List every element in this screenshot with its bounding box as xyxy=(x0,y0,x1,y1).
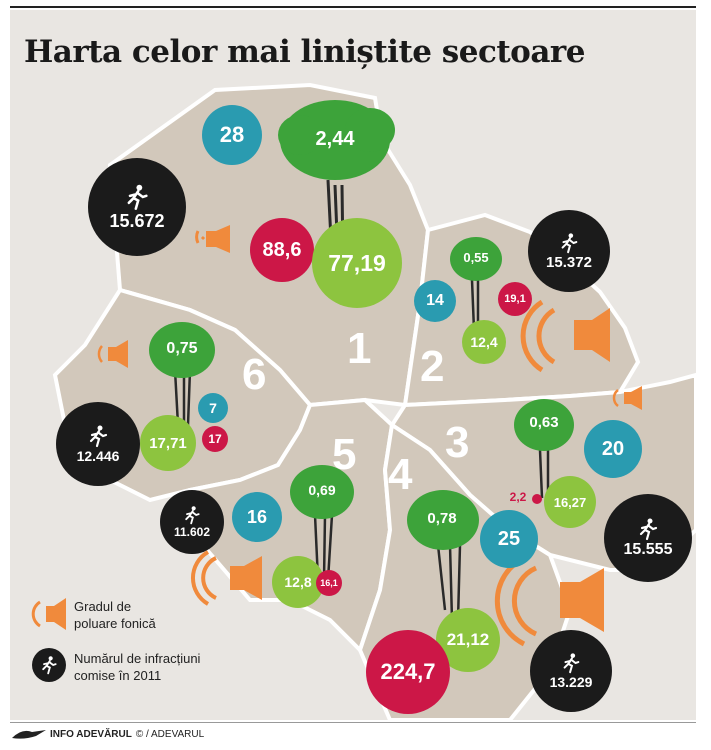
red-value-sector-3: 2,2 xyxy=(509,490,527,504)
green-circle-sector-3: 16,27 xyxy=(544,476,596,528)
speaker-icon xyxy=(97,340,128,368)
sector-number-5: 5 xyxy=(332,430,357,479)
teal-circle-sector-2: 14 xyxy=(414,280,456,322)
teal-circle-sector-5: 16 xyxy=(232,492,282,542)
crime-value: 12.446 xyxy=(76,448,120,464)
crime-circle-sector-2: 15.372 xyxy=(528,210,610,292)
legend-crime-label: Numărul de infracțiuni comise în 2011 xyxy=(74,650,200,684)
speaker-icon xyxy=(190,550,262,606)
red-circle-sector-2: 19,1 xyxy=(498,282,532,316)
footer-brand: INFO ADEVĂRUL xyxy=(50,728,132,740)
tree-icon xyxy=(407,490,479,621)
crime-value: 15.372 xyxy=(546,253,592,271)
footer: INFO ADEVĂRUL © / ADEVARUL xyxy=(12,728,204,740)
red-circle-sector-6: 17 xyxy=(202,426,228,452)
top-rule xyxy=(10,6,696,8)
eagle-logo-icon xyxy=(12,730,46,739)
legend-crime-line2: comise în 2011 xyxy=(74,668,162,683)
tree-value-sector-4: 0,78 xyxy=(427,510,457,527)
green-circle-sector-5: 12,8 xyxy=(272,556,324,608)
runner-icon xyxy=(561,232,578,253)
legend-crime-icon xyxy=(32,648,66,682)
legend-noise-label: Gradul de poluare fonică xyxy=(74,598,156,632)
crime-value: 13.229 xyxy=(549,674,593,690)
speaker-icon xyxy=(520,299,610,373)
tree-icon xyxy=(290,465,354,581)
tree-value-sector-5: 0,69 xyxy=(308,482,336,498)
crime-circle-sector-1: 15.672 xyxy=(88,158,186,256)
red-circle-sector-1: 88,6 xyxy=(250,218,314,282)
green-circle-sector-2: 12,4 xyxy=(462,320,506,364)
legend-speaker-icon xyxy=(31,598,66,630)
sector-number-4: 4 xyxy=(388,450,413,499)
runner-icon xyxy=(127,184,148,210)
teal-circle-sector-3: 20 xyxy=(584,420,642,478)
tree-value-sector-2: 0,55 xyxy=(463,250,489,265)
teal-circle-sector-6: 7 xyxy=(198,393,228,423)
green-circle-sector-1: 77,19 xyxy=(312,218,402,308)
bottom-rule xyxy=(10,722,696,723)
runner-icon xyxy=(639,518,658,541)
crime-circle-sector-3: 15.555 xyxy=(604,494,692,582)
sector-number-1: 1 xyxy=(347,324,372,373)
footer-credit: © / ADEVARUL xyxy=(135,728,205,740)
sector-number-6: 6 xyxy=(242,350,267,399)
map-title: Harta celor mai liniștite sectoare xyxy=(24,34,585,70)
sector-number-3: 3 xyxy=(445,418,470,467)
legend-noise-line1: Gradul de xyxy=(74,599,132,614)
red-dot-sector-3 xyxy=(532,494,542,504)
sector-number-2: 2 xyxy=(420,342,445,391)
tree-value-sector-1: 2,44 xyxy=(315,128,355,150)
teal-circle-sector-1: 28 xyxy=(202,105,262,165)
crime-value: 11.602 xyxy=(173,525,211,539)
tree-value-sector-6: 0,75 xyxy=(166,340,198,357)
green-circle-sector-6: 17,71 xyxy=(140,415,196,471)
red-circle-sector-4: 224,7 xyxy=(366,630,450,714)
red-circle-sector-5: 16,1 xyxy=(316,570,342,596)
teal-circle-sector-4: 25 xyxy=(480,510,538,568)
crime-circle-sector-4: 13.229 xyxy=(530,630,612,712)
runner-icon xyxy=(185,506,200,525)
runner-icon xyxy=(42,656,57,675)
legend-noise-line2: poluare fonică xyxy=(74,616,156,631)
runner-icon xyxy=(89,425,108,448)
runner-icon xyxy=(563,653,580,674)
crime-value: 15.672 xyxy=(109,210,165,231)
legend-crime-line1: Numărul de infracțiuni xyxy=(74,651,201,666)
tree-icon xyxy=(278,100,395,261)
speaker-icon xyxy=(612,386,642,410)
crime-value: 15.555 xyxy=(623,541,673,558)
crime-circle-sector-6: 12.446 xyxy=(56,402,140,486)
speaker-icon xyxy=(195,225,230,253)
crime-circle-sector-5: 11.602 xyxy=(160,490,224,554)
tree-value-sector-3: 0,63 xyxy=(529,414,559,431)
infographic-frame: Harta celor mai liniștite sectoare 1 2 3… xyxy=(10,10,696,720)
